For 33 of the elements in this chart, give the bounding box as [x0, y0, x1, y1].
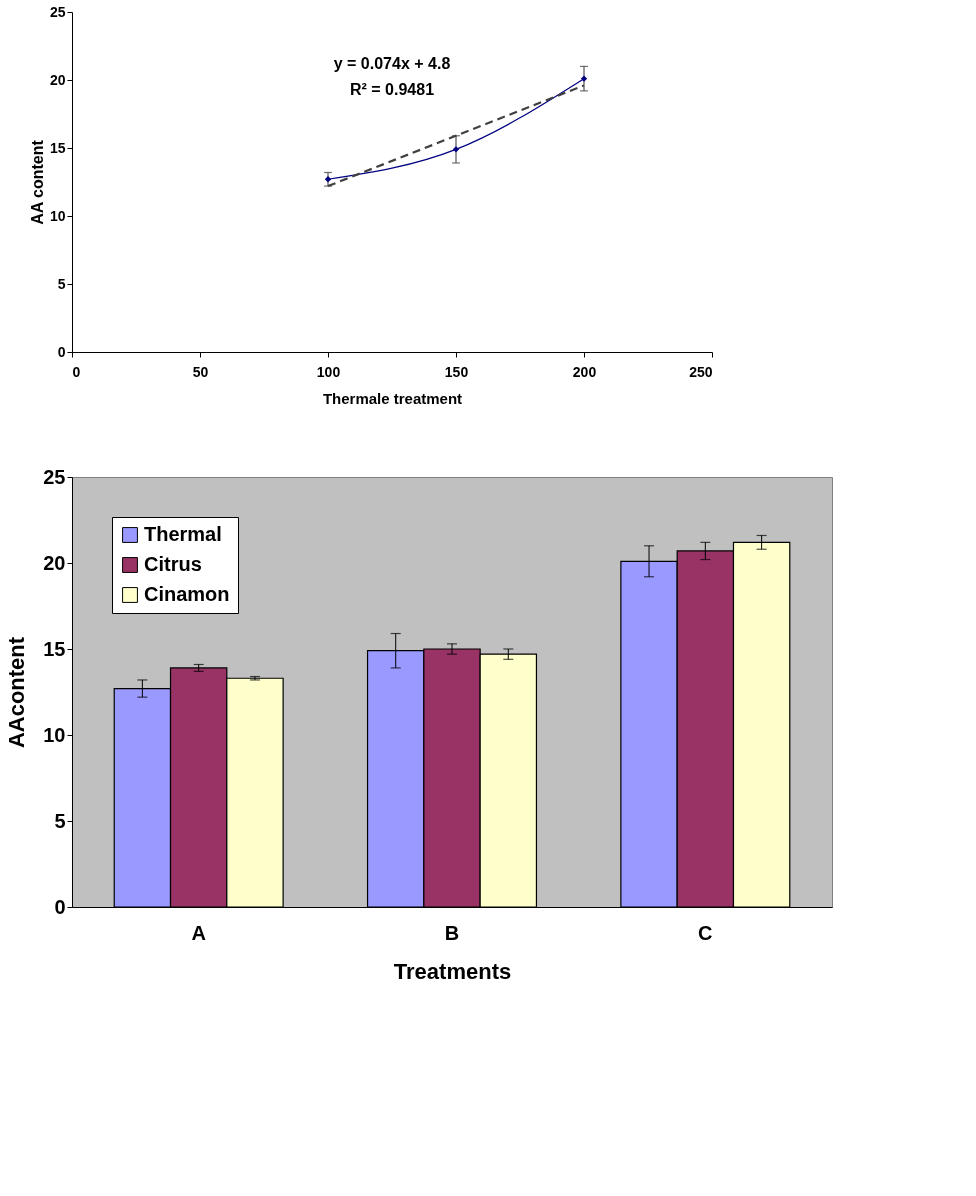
annotation: R² = 0.9481 [349, 81, 435, 98]
y-tick-label: 25 [43, 465, 66, 488]
y-axis-title: AA content [28, 139, 46, 225]
y-tick-label: 15 [49, 139, 66, 156]
y-tick-label: 15 [43, 637, 66, 660]
y-tick-label: 10 [49, 207, 66, 224]
y-tick-label: 0 [57, 343, 66, 360]
x-tick-label: 200 [572, 363, 597, 380]
y-tick-label: 20 [43, 551, 66, 574]
point [324, 176, 332, 183]
x-tick-label: A [191, 921, 206, 944]
x-tick-label: C [698, 921, 713, 944]
point [580, 75, 588, 82]
x-tick-label: 150 [444, 363, 469, 380]
legend-label: Thermal [144, 523, 222, 545]
annotation: y = 0.074x + 4.8 [333, 55, 451, 72]
y-tick-label: 10 [43, 723, 66, 746]
legend-label: Cinamon [144, 583, 230, 605]
x-tick-label: 100 [316, 363, 341, 380]
x-axis-title: Thermale treatment [322, 389, 463, 407]
legend-label: Citrus [144, 553, 202, 575]
x-axis-title: Treatments [393, 958, 512, 984]
y-tick-label: 0 [54, 895, 66, 918]
y-tick-label: 20 [49, 71, 66, 88]
x-tick-label: 0 [72, 363, 81, 380]
x-tick-label: 50 [192, 363, 209, 380]
y-tick-label: 25 [49, 3, 66, 20]
y-tick-label: 5 [57, 275, 66, 292]
y-tick-label: 5 [54, 809, 66, 832]
y-axis-title: AAcontent [4, 636, 30, 749]
x-tick-label: 250 [689, 363, 713, 380]
point [452, 146, 460, 153]
x-tick-label: B [444, 921, 460, 944]
